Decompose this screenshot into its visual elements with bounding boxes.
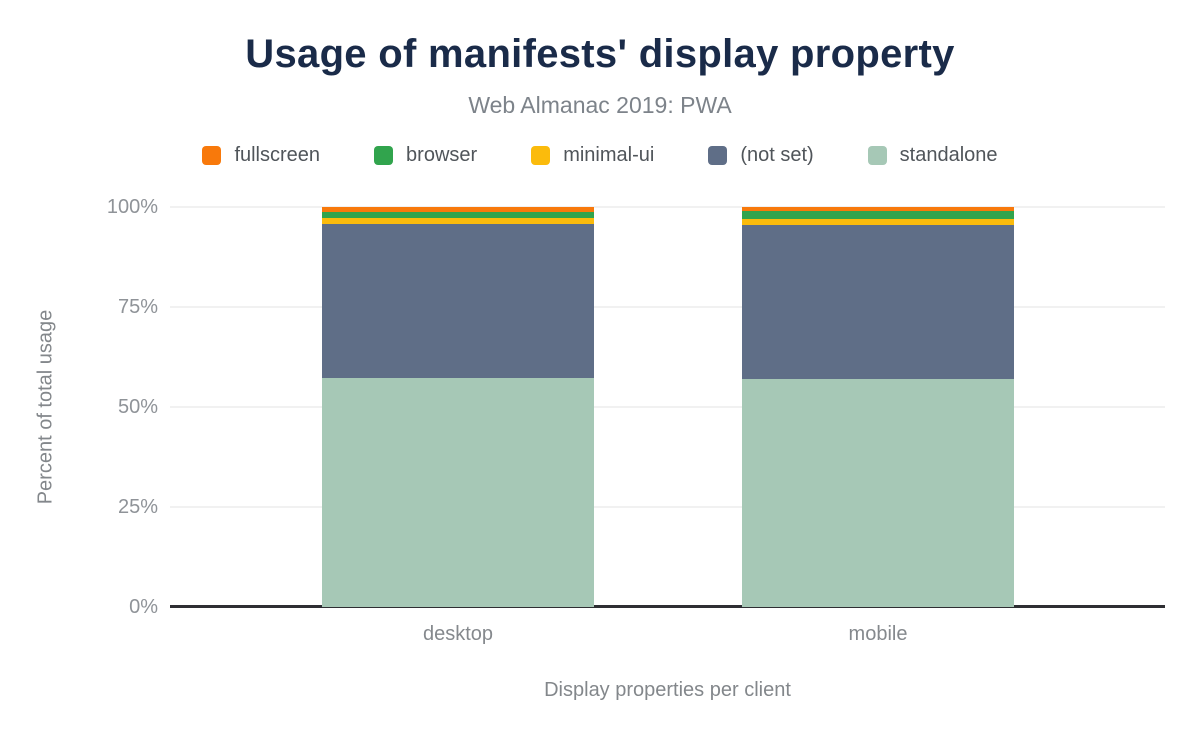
legend-swatch-icon (531, 146, 551, 165)
gridline (170, 406, 1165, 408)
legend-label: fullscreen (234, 144, 321, 166)
legend-label: browser (406, 144, 478, 166)
y-tick-label: 25% (117, 496, 158, 518)
legend-swatch-icon (374, 146, 394, 165)
gridline (170, 206, 1165, 208)
legend: fullscreen browser minimal-ui (not set) stan… (0, 144, 1200, 167)
bar-segment-mobile-browser[interactable] (742, 211, 1014, 219)
bar-segment-desktop-fullscreen[interactable] (322, 207, 594, 212)
legend-label: minimal-ui (563, 144, 655, 166)
legend-item-minimal-ui: minimal-ui (531, 144, 654, 167)
bar-segment-desktop-browser[interactable] (322, 211, 594, 218)
y-tick-label: 75% (117, 296, 158, 318)
legend-swatch-icon (202, 146, 222, 165)
chart-title: Usage of manifests' display property (245, 32, 955, 76)
bar-segment-desktop-minimal-ui[interactable] (322, 217, 594, 224)
plot-area (170, 206, 1165, 608)
x-category-label-mobile: mobile (848, 623, 908, 645)
y-tick-label: 100% (106, 196, 158, 218)
chart-subtitle: Web Almanac 2019: PWA (468, 92, 732, 118)
legend-item-standalone: standalone (867, 144, 998, 167)
y-tick-label: 50% (117, 396, 158, 418)
bar-segment-desktop-standalone[interactable] (322, 378, 594, 607)
y-tick-label: 0% (129, 596, 158, 618)
x-category-label-desktop: desktop (422, 623, 494, 645)
legend-item-fullscreen: fullscreen (202, 144, 320, 167)
x-axis-title: Display properties per client (544, 679, 791, 701)
legend-item-not-set: (not set) (708, 144, 814, 167)
legend-label: (not set) (740, 144, 814, 166)
bar-segment-mobile-standalone[interactable] (742, 378, 1014, 607)
gridline (170, 306, 1165, 308)
bar-segment-desktop-not-set[interactable] (322, 223, 594, 379)
gridline (170, 506, 1165, 508)
bar-segment-mobile-not-set[interactable] (742, 224, 1014, 379)
legend-swatch-icon (708, 146, 728, 165)
legend-item-browser: browser (374, 144, 477, 167)
legend-label: standalone (899, 144, 998, 166)
bar-segment-mobile-fullscreen[interactable] (742, 207, 1014, 212)
bar-segment-mobile-minimal-ui[interactable] (742, 218, 1014, 225)
x-axis-baseline (170, 605, 1165, 608)
legend-swatch-icon (867, 146, 887, 165)
